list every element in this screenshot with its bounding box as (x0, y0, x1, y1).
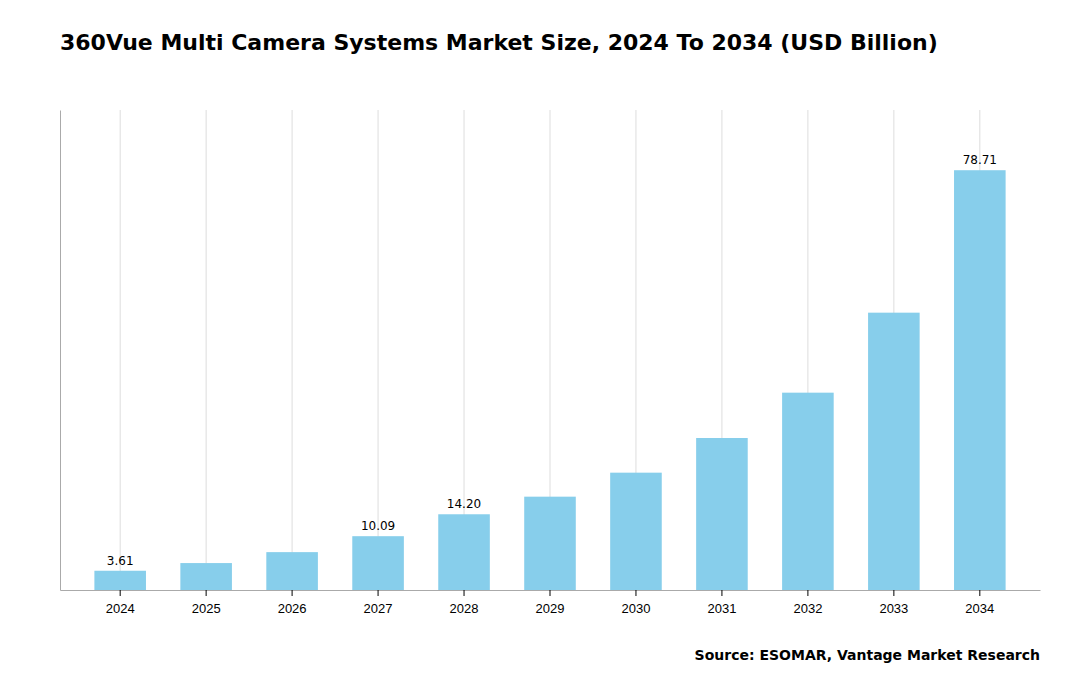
x-tick-mark (807, 590, 808, 596)
data-labels: 3.61 10.09 14.20 78.71 (107, 153, 997, 568)
x-tick-mark (292, 590, 293, 596)
bar (524, 497, 576, 590)
x-tick-label: 2034 (965, 601, 994, 616)
grid (120, 110, 980, 590)
x-tick-label: 2026 (278, 601, 307, 616)
x-tick: 2029 (536, 590, 565, 616)
bar (696, 438, 748, 590)
chart: 360Vue Multi Camera Systems Market Size,… (0, 0, 1080, 700)
x-tick: 2026 (278, 590, 307, 616)
y-axis-line (60, 111, 61, 591)
bar (266, 552, 318, 590)
x-tick-mark (721, 590, 722, 596)
grid-line (206, 110, 207, 590)
bar (610, 473, 662, 590)
x-tick-mark (206, 590, 207, 596)
x-tick-mark (550, 590, 551, 596)
annotation: Source: ESOMAR, Vantage Market Research (695, 647, 1040, 663)
x-tick: 2031 (707, 590, 736, 616)
x-axis: 2024 2025 2026 2027 2028 2029 2030 2031 2032 2033… (61, 590, 1041, 616)
grid-line (378, 110, 379, 590)
bar (954, 170, 1006, 590)
x-tick-label: 2029 (536, 601, 565, 616)
x-tick-label: 2024 (106, 601, 135, 616)
grid-line (120, 110, 121, 590)
x-tick-mark (979, 590, 980, 596)
x-tick-label: 2030 (622, 601, 651, 616)
y-axis (60, 111, 61, 591)
bar (782, 393, 834, 590)
title: 360Vue Multi Camera Systems Market Size,… (60, 30, 938, 55)
x-tick: 2028 (450, 590, 479, 616)
x-tick: 2025 (192, 590, 221, 616)
x-tick-mark (893, 590, 894, 596)
data-label: 3.61 (107, 554, 134, 568)
x-tick: 2030 (622, 590, 651, 616)
data-label: 78.71 (963, 153, 997, 167)
data-label: 10.09 (361, 519, 395, 533)
x-tick-label: 2032 (793, 601, 822, 616)
x-tick: 2024 (106, 590, 135, 616)
x-tick: 2033 (879, 590, 908, 616)
x-tick-mark (635, 590, 636, 596)
bar (438, 514, 490, 590)
x-tick-mark (120, 590, 121, 596)
x-tick-label: 2025 (192, 601, 221, 616)
bars (94, 170, 1005, 590)
bar (180, 563, 232, 590)
bar (94, 571, 146, 590)
x-tick: 2032 (793, 590, 822, 616)
x-tick-label: 2031 (707, 601, 736, 616)
x-tick-mark (464, 590, 465, 596)
x-tick: 2027 (364, 590, 393, 616)
bar (868, 313, 920, 590)
x-tick-label: 2027 (364, 601, 393, 616)
x-tick: 2034 (965, 590, 994, 616)
data-label: 14.20 (447, 497, 481, 511)
bar (352, 536, 404, 590)
x-tick-mark (378, 590, 379, 596)
x-tick-label: 2028 (450, 601, 479, 616)
grid-line (292, 110, 293, 590)
plot: 2024 2025 2026 2027 2028 2029 2030 2031 2032 2033… (61, 110, 1041, 616)
x-tick-label: 2033 (879, 601, 908, 616)
